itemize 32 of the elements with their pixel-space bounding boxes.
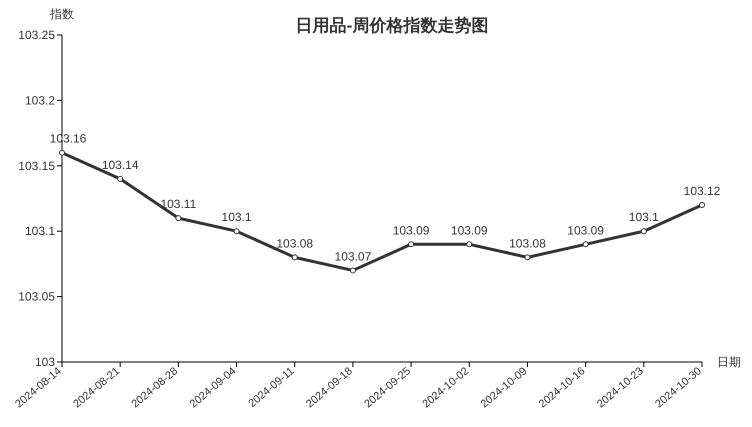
y-tick-label: 103.25 [18,28,56,42]
point [699,202,705,208]
point [640,228,647,234]
point [466,241,472,248]
y-axis-title: 指数 [49,7,74,21]
point [234,228,240,234]
y-tick-label: 103.15 [18,158,56,173]
point [350,267,356,274]
data-label: 103.1 [222,210,252,224]
point [292,254,298,260]
y-tick-label: 103 [34,355,56,369]
point [59,150,65,156]
data-label: 103.07 [334,249,372,264]
data-label: 103.14 [102,158,139,172]
y-tick-label: 103.1 [24,224,56,238]
data-label: 103.11 [160,197,197,212]
point [582,241,589,248]
data-label: 103.08 [509,236,546,250]
title: 日用品-周价格指数走势图 [296,16,488,35]
data-label: 103.09 [392,223,430,238]
data-label: 103.09 [450,223,488,238]
data-label: 103.09 [567,223,604,238]
point [117,176,124,182]
y-tick-label: 103.05 [18,290,56,304]
data-label: 103.1 [628,210,660,224]
point [175,215,182,222]
y-tick-label: 103.2 [24,93,56,108]
data-label: 103.08 [276,236,314,250]
x-axis-title: 日期 [717,355,741,369]
point [408,241,414,248]
data-label: 103.12 [684,184,721,198]
point [524,254,530,260]
